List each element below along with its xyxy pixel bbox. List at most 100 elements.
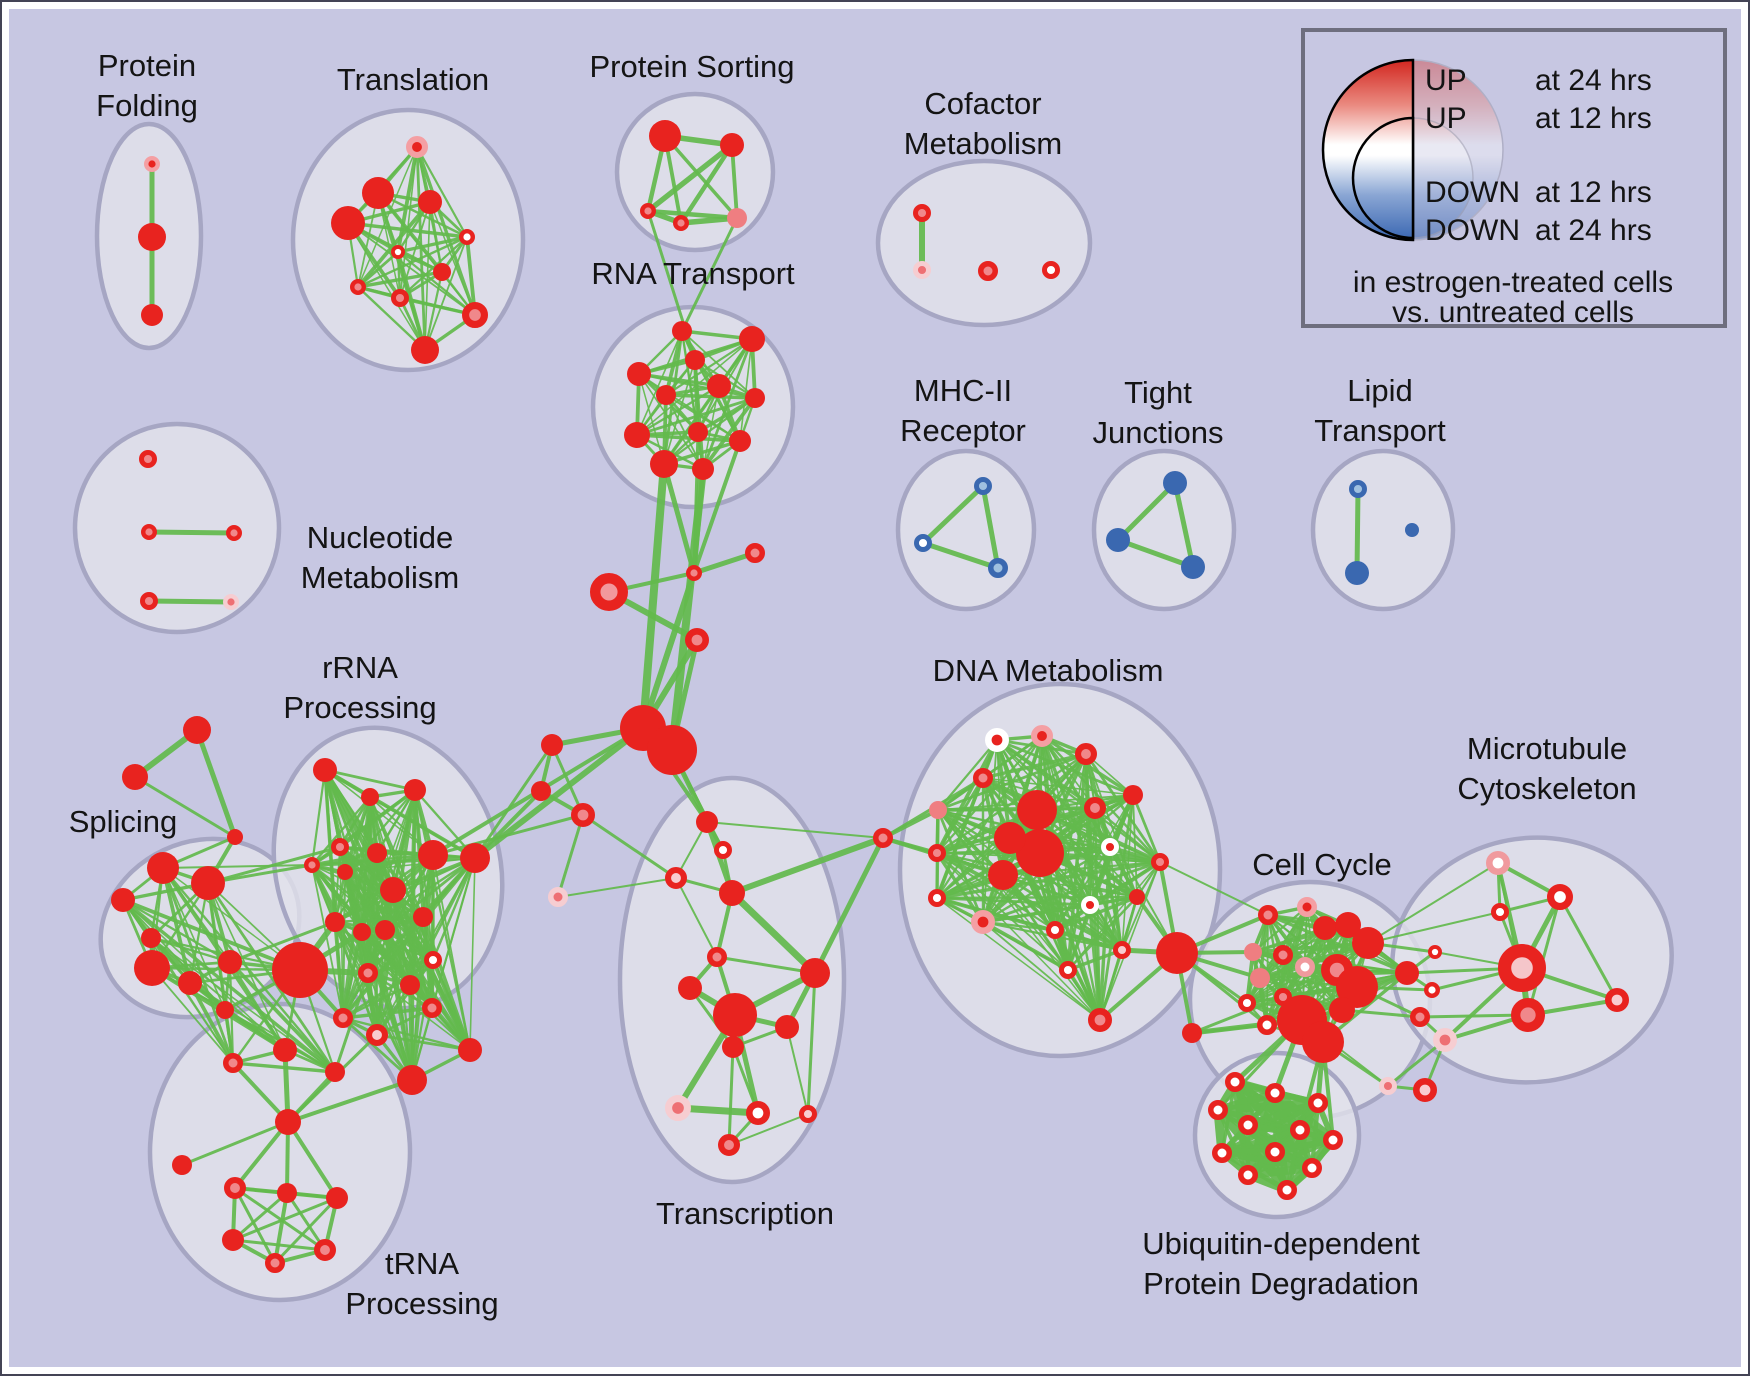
translation-node <box>331 206 365 240</box>
microtubule-cytoskeleton-node <box>1378 1076 1397 1095</box>
translation-node <box>362 177 394 209</box>
protein-folding-node <box>143 155 160 172</box>
transcription-node <box>665 867 688 890</box>
rrna-processing-node <box>304 857 321 874</box>
rna-transport-edge <box>638 373 665 465</box>
rrna-processing-edge <box>360 930 414 1082</box>
rrna-processing-edge <box>310 768 327 867</box>
cluster-ellipse-lipid-transport <box>1310 448 1456 612</box>
connector-edge <box>286 1078 414 1124</box>
rna-transport-node <box>650 450 678 478</box>
rrna-processing-edge <box>408 983 414 1082</box>
dna-metabolism-edge <box>936 852 1101 1021</box>
splicing-node <box>147 852 179 884</box>
cluster-label-dna-metabolism: DNA Metabolism <box>933 653 1164 688</box>
dna-metabolism-edge <box>1099 861 1161 1021</box>
transcription-node <box>696 811 718 833</box>
trna-processing-node <box>277 1183 297 1203</box>
trna-processing-node <box>172 1155 192 1175</box>
cluster-label-translation: Translation <box>337 62 489 97</box>
network-nodes-layer <box>111 120 1630 1273</box>
rrna-processing-node <box>413 907 433 927</box>
rrna-processing-node <box>353 923 371 941</box>
rrna-processing-node <box>367 843 387 863</box>
rna-transport-edge <box>637 372 757 400</box>
tight-junctions-edge <box>1115 537 1196 570</box>
dna-metabolism-edge <box>1067 861 1161 971</box>
rrna-processing-node <box>422 998 442 1018</box>
cluster-ellipse-cofactor-metabolism <box>875 158 1093 328</box>
ubiquitin-degradation-node <box>1225 1072 1245 1092</box>
dna-metabolism-edge <box>995 738 1162 864</box>
translation-node <box>459 228 476 245</box>
splicing-edge <box>206 881 337 1074</box>
dna-metabolism-edge <box>981 752 1088 780</box>
translation-edge <box>357 146 418 288</box>
dna-metabolism-edge <box>935 860 1162 900</box>
rrna-processing-node <box>397 1065 427 1095</box>
rna-transport-node <box>685 350 705 370</box>
transcription-edge <box>675 877 718 958</box>
connector-edge <box>581 813 678 880</box>
splicing-satellite-edge <box>133 775 237 839</box>
microtubule-cytoskeleton-node <box>1423 982 1440 999</box>
rrna-processing-node <box>404 779 426 801</box>
transcription-node <box>775 1015 799 1039</box>
rrna-processing-edge <box>414 789 434 961</box>
tight-junctions-node <box>1181 555 1205 579</box>
rrna-processing-edge <box>367 972 413 1081</box>
dna-metabolism-node <box>970 909 995 934</box>
cell-cycle-node <box>1352 927 1384 959</box>
lipid-transport-edge <box>1354 486 1361 576</box>
rna-transport-node <box>739 326 765 352</box>
connector-edge <box>661 461 697 576</box>
cofactor-metabolism-node <box>912 204 931 223</box>
rna-transport-edge <box>635 433 742 443</box>
rna-transport-node <box>729 430 751 452</box>
rna-transport-node <box>745 388 765 408</box>
rrna-processing-node <box>418 840 448 870</box>
translation-edge <box>465 235 477 317</box>
trna-processing-edge <box>233 1186 327 1252</box>
cell-cycle-node <box>1273 987 1292 1006</box>
transcription-node <box>798 1104 817 1123</box>
cell-cycle-edge <box>1251 905 1309 954</box>
splicing-edge <box>151 967 234 1064</box>
splicing-node <box>325 1062 345 1082</box>
legend: UP at 24 hrs UP at 12 hrs DOWN at 12 hrs… <box>1301 28 1727 329</box>
dna-metabolism-edge <box>935 896 1092 907</box>
rna-transport-edge <box>638 373 704 470</box>
splicing-node <box>178 971 202 995</box>
rrna-processing-edge <box>344 857 476 873</box>
dna-metabolism-edge <box>1084 752 1162 864</box>
connector-edge <box>640 570 697 731</box>
transcription-edge <box>715 955 817 975</box>
rna-transport-edge <box>662 396 757 466</box>
splicing-node <box>134 950 170 986</box>
transcription-node <box>745 1101 770 1126</box>
rrna-processing-edge <box>366 958 435 975</box>
translation-edge <box>356 200 432 289</box>
microtubule-cytoskeleton-edge <box>1526 895 1562 1017</box>
cluster-label-nucleotide-metabolism: Nucleotide <box>307 520 453 555</box>
cell-cycle-node <box>1237 993 1256 1012</box>
cluster-ellipse-translation <box>290 107 526 373</box>
ubiquitin-degradation-node <box>1265 1142 1285 1162</box>
dna-metabolism-node <box>973 768 993 788</box>
legend-down-12-label: DOWN <box>1425 176 1520 209</box>
connector-edge <box>1340 1008 1422 1019</box>
dna-metabolism-edge <box>981 776 1162 864</box>
trna-processing-edge <box>285 1191 327 1252</box>
ubiquitin-degradation-node <box>1208 1100 1228 1120</box>
dna-metabolism-node <box>994 822 1026 854</box>
dna-metabolism-edge <box>1066 895 1139 972</box>
cofactor-metabolism-node <box>912 261 931 280</box>
rrna-processing-edge <box>411 916 424 1081</box>
rrna-processing-edge <box>431 856 477 962</box>
splicing-edge <box>228 960 337 1074</box>
dna-metabolism-node <box>1129 889 1145 905</box>
nucleotide-metabolism-node <box>140 524 157 541</box>
cluster-label-protein-sorting: Protein Sorting <box>589 49 794 84</box>
transcription-node <box>719 880 745 906</box>
cell-cycle-node <box>1244 943 1262 961</box>
